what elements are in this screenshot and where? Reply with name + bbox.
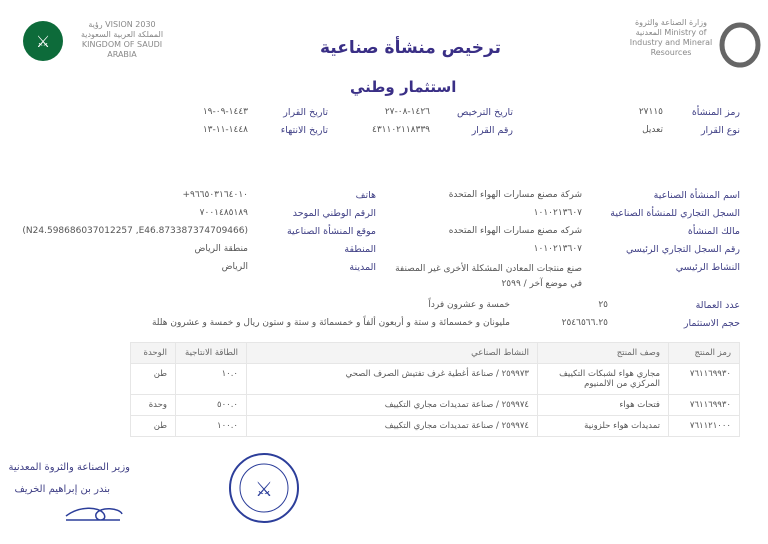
capital: ٢٥٤٦٥٦٦.٢٥: [561, 318, 608, 328]
decision-date: ١٤٤٣-٠٩-١٩: [202, 107, 248, 117]
cell: فتحات هواء: [537, 394, 669, 416]
cell: ١٠٠.٠: [175, 415, 247, 437]
region-label: المنطقة: [344, 244, 376, 255]
table-row: ٧٦١١٦٩٩٣٠ فتحات هواء ٢٥٩٩٧٤ / صناعة تمديدا…: [130, 394, 740, 416]
decision-number-label: رقم القرار: [471, 125, 513, 136]
cell: وحدة: [130, 394, 176, 416]
phone-label: هاتف: [355, 190, 376, 201]
signatory-title: وزير الصناعة والثروة المعدنية: [8, 462, 130, 473]
activity-label: النشاط الرئيسي: [675, 262, 740, 273]
cell: ٧٦١١٦٩٩٣٠: [668, 394, 740, 416]
workers-text: خمسة و عشرون فرداً: [428, 300, 510, 310]
signatory-name: بندر بن إبراهيم الخريف: [14, 484, 110, 495]
page-subtitle: استثمار وطني: [350, 78, 457, 96]
col-header: الوحدة: [130, 342, 176, 364]
location-label: موقع المنشأة الصناعية: [286, 226, 376, 237]
region: منطقة الرياض: [194, 244, 249, 254]
phone: +٩٦٦٥٠٣١٦٤٠١٠: [182, 190, 248, 200]
unified-number: ٧٠٠١٤٨٥١٨٩: [199, 208, 248, 218]
col-header: الطاقة الانتاجية: [175, 342, 247, 364]
facility-cr-label: السجل التجاري للمنشأة الصناعية: [610, 208, 740, 219]
ministry-logo-text: وزارة الصناعة والثروة المعدنية Ministry …: [629, 18, 713, 57]
page-title: ترخيص منشأة صناعية: [320, 38, 501, 58]
cell: ١٠.٠: [175, 363, 247, 395]
col-header: رمز المنتج: [668, 342, 740, 364]
decision-type-label: نوع القرار: [700, 125, 740, 136]
emblem: ⚔: [20, 15, 66, 67]
ministry-logo-mark: [719, 22, 761, 68]
license-date-label: تاريخ الترخيص: [457, 107, 513, 118]
owner-label: مالك المنشأة: [687, 226, 740, 237]
products-table: رمز المنتج وصف المنتج النشاط الصناعي الط…: [130, 342, 740, 437]
expiry-date-label: تاريخ الانتهاء: [280, 125, 328, 136]
decision-date-label: تاريخ القرار: [283, 107, 328, 118]
license-date: ١٤٢٦-٠٨-٢٧: [384, 107, 430, 117]
unified-number-label: الرقم الوطني الموحد: [292, 208, 376, 219]
facility-name: شركة مصنع مسارات الهواء المتحدة: [448, 190, 582, 200]
table-row: ٧٦١١٢١٠٠٠ تمديدات هواء حلزونية ٢٥٩٩٧٤ / صن…: [130, 415, 740, 437]
table-header: رمز المنتج وصف المنتج النشاط الصناعي الط…: [130, 342, 740, 364]
cell: طن: [130, 415, 176, 437]
owner: شركه مصنع مسارات الهواء المتحده: [448, 226, 582, 236]
city: الرياض: [221, 262, 248, 272]
decision-number: ٤٣١١٠٢١١٨٣٣٩: [371, 125, 430, 135]
signature-image: [64, 502, 124, 530]
main-cr-label: رقم السجل التجاري الرئيسي: [626, 244, 740, 255]
cell: طن: [130, 363, 176, 395]
decision-type: تعديل: [642, 125, 663, 135]
main-cr: ١٠١٠٢١٣٦٠٧: [533, 244, 582, 254]
workers: ٢٥: [598, 300, 608, 310]
ministry-logo: وزارة الصناعة والثروة المعدنية Ministry …: [628, 12, 763, 78]
facility-code-label: رمز المنشأة: [691, 107, 740, 118]
col-header: وصف المنتج: [537, 342, 669, 364]
official-seal: ⚔: [228, 452, 300, 528]
col-header: النشاط الصناعي: [246, 342, 538, 364]
workers-label: عدد العمالة: [695, 300, 740, 311]
facility-cr: ١٠١٠٢١٣٦٠٧: [533, 208, 582, 218]
cell: ٢٥٩٩٧٣ / صناعة أغطية غرف تفتيش الصرف الص…: [246, 363, 538, 395]
cell: ٧٦١١٦٩٩٣٠: [668, 363, 740, 395]
cell: ٢٥٩٩٧٤ / صناعة تمديدات مجاري التكييف: [246, 415, 538, 437]
vision-2030-logo: رؤية VISION 2030 المملكة العربية السعودي…: [76, 16, 168, 76]
facility-name-label: اسم المنشأة الصناعية: [653, 190, 740, 201]
cell: ٧٦١١٢١٠٠٠: [668, 415, 740, 437]
cell: مجاري هواء لشبكات التكييف المركزي من الا…: [537, 363, 669, 395]
svg-text:⚔: ⚔: [255, 477, 273, 501]
capital-text: مليونان و خمسمائة و ستة و أربعون ألفاً و…: [151, 318, 510, 328]
city-label: المدينة: [349, 262, 376, 273]
cell: ٢٥٩٩٧٤ / صناعة تمديدات مجاري التكييف: [246, 394, 538, 416]
vision-logo-text: رؤية VISION 2030 المملكة العربية السعودي…: [80, 20, 164, 59]
cell: ٥٠٠.٠: [175, 394, 247, 416]
svg-text:⚔: ⚔: [36, 32, 50, 51]
facility-code: ٢٧١١٥: [638, 107, 663, 117]
expiry-date: ١٤٤٨-١١-١٣: [202, 125, 248, 135]
location: (N24.598686037012257 ,E46.87338737470946…: [22, 226, 248, 236]
table-row: ٧٦١١٦٩٩٣٠ مجاري هواء لشبكات التكييف المرك…: [130, 363, 740, 395]
cell: تمديدات هواء حلزونية: [537, 415, 669, 437]
activity: صنع منتجات المعادن المشكلة الأخرى غير ال…: [395, 264, 582, 289]
capital-label: حجم الاستثمار: [683, 318, 740, 329]
